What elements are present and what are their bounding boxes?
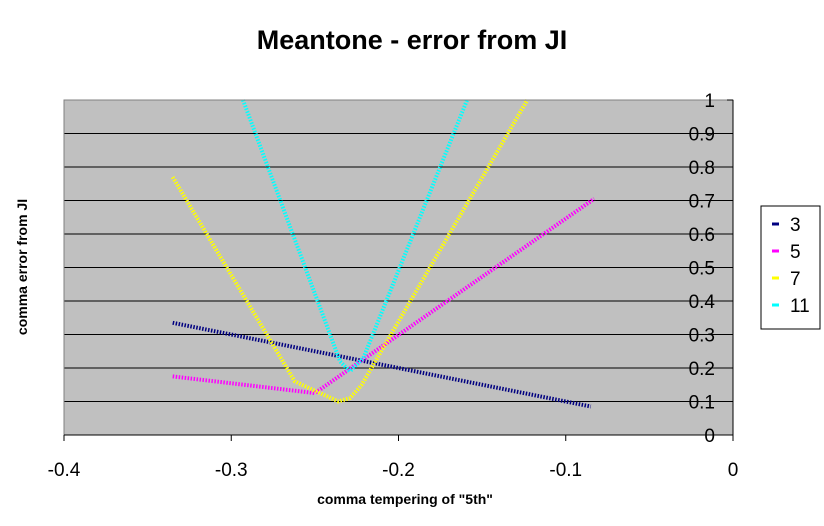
legend: 3 5 7 11 [760, 205, 821, 330]
y-ticks: 0 0.1 0.2 0.3 0.4 0.5 0.6 0.7 0.8 0.9 1 [689, 91, 733, 447]
x-ticks: -0.4 -0.3 -0.2 -0.1 0 [48, 435, 739, 481]
y-tick-label-2: 0.2 [689, 359, 715, 380]
legend-label-11: 11 [790, 296, 810, 317]
y-tick-label-1: 0.1 [689, 393, 715, 414]
legend-label-5: 5 [790, 242, 801, 263]
y-tick-label-10: 1 [704, 91, 715, 112]
series-layer [170, 98, 596, 409]
series-line-5 [172, 197, 596, 396]
y-tick-label-0: 0 [704, 426, 715, 447]
y-tick-label-8: 0.8 [689, 158, 715, 179]
chart-title: Meantone - error from JI [257, 25, 568, 55]
y-axis-title: comma error from JI [14, 199, 30, 335]
x-axis-title: comma tempering of "5th" [317, 491, 493, 507]
y-tick-label-7: 0.7 [689, 192, 715, 213]
x-tick-label-2: -0.2 [382, 460, 415, 481]
y-tick-label-6: 0.6 [689, 225, 715, 246]
x-tick-label-1: -0.3 [215, 460, 248, 481]
x-tick-label-0: -0.4 [48, 460, 81, 481]
y-tick-label-4: 0.4 [689, 292, 716, 313]
series-line-7 [170, 98, 530, 404]
legend-box [760, 205, 821, 330]
legend-label-3: 3 [790, 215, 801, 236]
x-tick-label-4: 0 [728, 460, 739, 481]
legend-label-7: 7 [790, 269, 801, 290]
y-tick-label-5: 0.5 [689, 259, 715, 280]
y-tick-label-9: 0.9 [689, 125, 715, 146]
x-tick-label-3: -0.1 [549, 460, 582, 481]
y-tick-label-3: 0.3 [689, 326, 715, 347]
series-line-3 [172, 320, 592, 409]
legend-items: 3 5 7 11 [772, 215, 810, 317]
